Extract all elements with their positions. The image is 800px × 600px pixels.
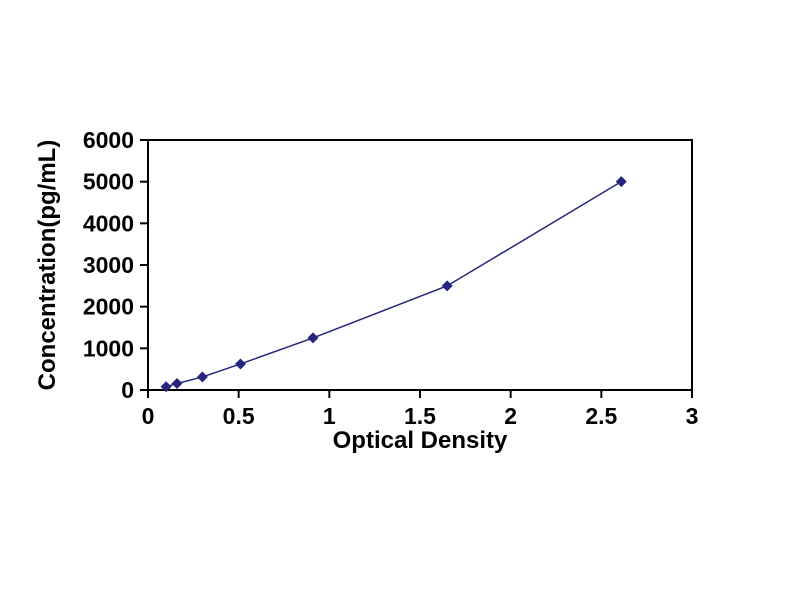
y-axis-title: Concentration(pg/mL) xyxy=(34,140,61,391)
x-tick-label: 0 xyxy=(142,403,155,429)
y-tick-label: 2000 xyxy=(83,294,134,320)
y-tick-label: 5000 xyxy=(83,169,134,195)
data-point-marker xyxy=(160,381,172,393)
curve-line xyxy=(165,181,622,388)
data-point-marker xyxy=(234,358,246,370)
y-tick-label: 1000 xyxy=(83,335,134,361)
x-tick-label: 1.5 xyxy=(404,403,436,429)
x-tick-label: 3 xyxy=(686,403,699,429)
x-tick-label: 2 xyxy=(504,403,517,429)
y-tick-label: 0 xyxy=(121,377,134,403)
data-point-marker xyxy=(441,280,453,292)
data-point-marker xyxy=(307,332,319,344)
plot-frame xyxy=(147,139,693,391)
y-tick-label: 3000 xyxy=(83,252,134,278)
x-tick-label: 2.5 xyxy=(585,403,617,429)
x-axis-title: Optical Density xyxy=(333,427,508,454)
x-tick-label: 1 xyxy=(323,403,336,429)
data-point-marker xyxy=(171,378,183,389)
y-tick-label: 4000 xyxy=(83,210,134,236)
y-tick-label: 6000 xyxy=(83,127,134,153)
data-point-marker xyxy=(196,371,208,383)
x-tick-label: 0.5 xyxy=(223,403,255,429)
data-point-marker xyxy=(615,176,627,188)
